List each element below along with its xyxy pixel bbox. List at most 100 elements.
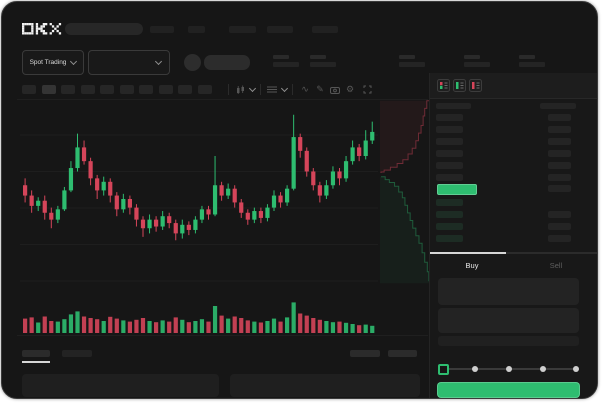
amount-input[interactable]	[438, 308, 579, 333]
okx-logo[interactable]	[22, 23, 62, 35]
ask-row-amount[interactable]	[548, 126, 571, 133]
line-chart-icon[interactable]: ∿	[301, 84, 309, 94]
candle-style-glyph	[236, 85, 244, 94]
ticker-stat-label	[310, 55, 326, 59]
gear-icon[interactable]: ⚙	[345, 84, 355, 94]
draw-tool-icon[interactable]: ✎	[316, 84, 324, 94]
trade-panel: Buy Sell	[429, 73, 597, 398]
ticker-stat-value	[399, 62, 425, 67]
ask-row-amount[interactable]	[548, 150, 571, 157]
bid-row-price[interactable]	[436, 199, 463, 206]
asset-avatar[interactable]	[184, 54, 201, 71]
ask-row-price[interactable]	[436, 126, 463, 133]
ticker-stat-label	[464, 55, 480, 59]
chart-toolbar: ∿ ✎ ⚙	[17, 81, 427, 99]
ask-row-price[interactable]	[436, 114, 463, 121]
toolbar-divider	[292, 84, 293, 95]
orderbook-mode-combined-icon[interactable]	[437, 79, 450, 92]
nav-item[interactable]	[312, 26, 338, 33]
timeframe-button[interactable]	[41, 85, 56, 94]
orderbook-col-header	[540, 103, 576, 109]
orders-tab-underline	[22, 361, 50, 363]
slider-step-dot[interactable]	[472, 366, 478, 372]
okx-logo-icon	[22, 23, 62, 35]
buy-submit-button[interactable]	[437, 382, 580, 398]
bid-row-price[interactable]	[436, 211, 463, 218]
search-input[interactable]	[65, 23, 143, 35]
indicators-icon[interactable]	[265, 83, 279, 96]
tab-sell[interactable]: Sell	[549, 260, 563, 270]
nav-item[interactable]	[229, 26, 256, 33]
bottom-panel-left[interactable]	[22, 374, 219, 397]
ask-row-price[interactable]	[436, 150, 463, 157]
bid-row-amount[interactable]	[548, 235, 571, 242]
timeframe-button[interactable]	[61, 85, 75, 94]
ticker-stat	[464, 55, 490, 67]
timeframe-button[interactable]	[197, 85, 212, 94]
ask-row-amount[interactable]	[548, 114, 571, 121]
ask-row-amount[interactable]	[548, 138, 571, 145]
ticker-stat-value	[519, 62, 545, 67]
orders-filter-item[interactable]	[388, 350, 417, 357]
bid-row-amount[interactable]	[548, 223, 571, 230]
orders-tab[interactable]	[22, 350, 50, 357]
header-action-button[interactable]	[204, 55, 250, 70]
orderbook-mode-bids-icon[interactable]	[453, 79, 466, 92]
chevron-down-icon	[70, 57, 78, 66]
orderbook-mode-combined-glyph	[437, 79, 450, 92]
timeframe-button[interactable]	[22, 85, 36, 94]
bid-row-price[interactable]	[436, 223, 463, 230]
ticker-stat	[519, 55, 545, 67]
ask-row-price[interactable]	[436, 174, 463, 181]
candle-style-icon[interactable]	[233, 83, 247, 96]
fullscreen-icon[interactable]	[360, 83, 374, 96]
price-chart[interactable]	[2, 2, 597, 398]
orderbook-mode-asks-icon[interactable]	[469, 79, 482, 92]
timeframe-button[interactable]	[80, 85, 95, 94]
toolbar-bottom-divider	[17, 99, 428, 100]
ask-row-amount[interactable]	[548, 174, 571, 181]
nav-item[interactable]	[267, 26, 293, 33]
nav-item[interactable]	[150, 26, 174, 33]
orderbook-header	[430, 73, 597, 99]
slider-step-dot[interactable]	[573, 366, 579, 372]
ticker-stat	[310, 55, 336, 67]
bid-row-amount[interactable]	[548, 211, 571, 218]
chevron-down-icon[interactable]	[280, 83, 288, 96]
orders-filter-item[interactable]	[350, 350, 380, 357]
amount-slider[interactable]	[438, 362, 579, 376]
timeframe-button[interactable]	[178, 85, 192, 94]
ask-row-amount[interactable]	[548, 162, 571, 169]
ticker-stat	[399, 55, 425, 67]
slider-handle[interactable]	[438, 364, 449, 375]
total-field	[438, 336, 579, 346]
bottom-section-divider	[17, 335, 428, 336]
chevron-down-icon[interactable]	[248, 83, 256, 96]
price-input[interactable]	[438, 278, 579, 305]
tab-buy[interactable]: Buy	[465, 260, 479, 270]
ticker-stat	[273, 55, 299, 67]
slider-step-dot[interactable]	[506, 366, 512, 372]
timeframe-button[interactable]	[158, 85, 173, 94]
chevron-down-icon	[154, 57, 163, 66]
bid-row-price[interactable]	[436, 235, 463, 242]
ticker-stat-label	[399, 55, 415, 59]
market-type-selector[interactable]: Spot Trading	[22, 50, 84, 75]
tab-divider	[506, 252, 597, 254]
slider-step-dot[interactable]	[540, 366, 546, 372]
bottom-panel-right[interactable]	[230, 374, 420, 397]
history-tab[interactable]	[62, 350, 92, 357]
ask-row-price[interactable]	[436, 162, 463, 169]
fullscreen-glyph	[363, 85, 371, 94]
nav-item[interactable]	[188, 26, 205, 33]
ask-row-price[interactable]	[436, 138, 463, 145]
ticker-stat-label	[519, 55, 535, 59]
timeframe-button[interactable]	[139, 85, 153, 94]
timeframe-button[interactable]	[119, 85, 134, 94]
indicators-glyph	[267, 86, 277, 93]
last-price-badge[interactable]	[437, 184, 477, 195]
pair-selector[interactable]	[88, 50, 170, 75]
camera-icon[interactable]	[328, 83, 342, 96]
ticker-stat-value	[464, 62, 490, 67]
timeframe-button[interactable]	[100, 85, 114, 94]
